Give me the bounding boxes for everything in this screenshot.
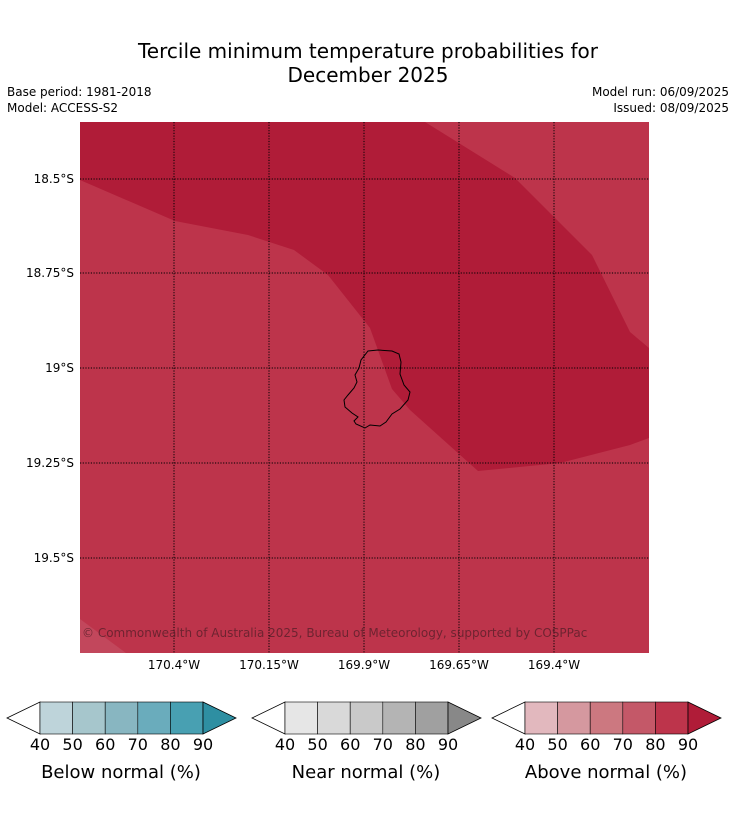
base-period: Base period: 1981-2018 xyxy=(7,85,152,99)
near-tick-70: 70 xyxy=(372,735,393,754)
lon-label-169-4: 169.4°W xyxy=(527,658,581,672)
colorbar-swatch xyxy=(284,701,318,735)
above-normal-label: Above normal (%) xyxy=(524,762,688,783)
colorbar-swatch xyxy=(589,701,624,735)
lon-label-170-15: 170.15°W xyxy=(239,658,299,672)
below-tick-60: 60 xyxy=(95,735,116,754)
meta-right: Model run: 06/09/2025 Issued: 08/09/2025 xyxy=(592,84,729,116)
copyright-notice: © Commonwealth of Australia 2025, Bureau… xyxy=(82,626,588,640)
meta-left: Base period: 1981-2018 Model: ACCESS-S2 xyxy=(7,84,152,116)
colorbar-max-arrow xyxy=(687,701,722,735)
near-tick-80: 80 xyxy=(405,735,426,754)
above-tick-40: 40 xyxy=(514,735,536,754)
below-tick-70: 70 xyxy=(127,735,148,754)
below-tick-90: 90 xyxy=(192,735,214,754)
colorbar-max-arrow xyxy=(447,701,482,735)
colorbar-swatch xyxy=(137,701,171,735)
near-tick-40: 40 xyxy=(274,735,296,754)
lower-left-corner-shade xyxy=(80,619,126,653)
map-title: Tercile minimum temperature probabilitie… xyxy=(0,39,736,87)
colorbar-max-arrow xyxy=(202,701,237,735)
near-tick-50: 50 xyxy=(307,735,328,754)
above-normal-colorbar: 40 50 60 70 80 90 Above normal (%) xyxy=(491,700,722,810)
below-normal-colorbar-swatches xyxy=(6,701,237,735)
model-name: Model: ACCESS-S2 xyxy=(7,101,119,115)
colorbar-swatch xyxy=(39,701,73,735)
above-tick-60: 60 xyxy=(580,735,601,754)
lon-label-169-65: 169.65°W xyxy=(429,658,489,672)
below-normal-label: Below normal (%) xyxy=(41,762,201,783)
colorbar-swatch xyxy=(655,701,689,735)
colorbar-swatch xyxy=(382,701,416,735)
near-normal-colorbar: 40 50 60 70 80 90 Near normal (%) xyxy=(251,700,482,810)
colorbar-min-arrow xyxy=(6,701,41,735)
lat-label-19-25: 19.25°S xyxy=(26,456,74,470)
colorbar-swatch xyxy=(72,701,106,735)
colorbar-min-arrow xyxy=(491,701,526,735)
lat-label-18-5: 18.5°S xyxy=(33,172,74,186)
graticule xyxy=(80,122,649,653)
below-tick-80: 80 xyxy=(160,735,181,754)
colorbar-swatch xyxy=(170,701,204,735)
lat-label-18-75: 18.75°S xyxy=(26,266,74,280)
model-run: Model run: 06/09/2025 xyxy=(591,85,729,99)
above-tick-70: 70 xyxy=(612,735,633,754)
colorbar-min-arrow xyxy=(251,701,286,735)
title-line-1: Tercile minimum temperature probabilitie… xyxy=(137,39,599,63)
lon-label-170-4: 170.4°W xyxy=(147,658,201,672)
colorbar-swatch xyxy=(524,701,558,735)
near-tick-60: 60 xyxy=(340,735,361,754)
lat-label-19-5: 19.5°S xyxy=(33,551,74,565)
above-tick-80: 80 xyxy=(645,735,666,754)
title-line-2: December 2025 xyxy=(287,63,449,87)
near-tick-90: 90 xyxy=(437,735,459,754)
near-normal-colorbar-swatches xyxy=(251,701,482,735)
below-tick-40: 40 xyxy=(29,735,51,754)
near-normal-label: Near normal (%) xyxy=(291,762,441,783)
colorbar-swatch xyxy=(317,701,351,735)
below-normal-colorbar: 40 50 60 70 80 90 Below normal (%) xyxy=(6,700,237,810)
colorbar-swatch xyxy=(622,701,656,735)
colorbar-swatch xyxy=(557,701,591,735)
above-normal-colorbar-swatches xyxy=(491,701,722,735)
colorbar-swatch xyxy=(349,701,384,735)
lat-label-19: 19°S xyxy=(45,361,74,375)
above-normal-80-90-region xyxy=(80,122,649,471)
colorbar-swatch xyxy=(415,701,449,735)
below-tick-50: 50 xyxy=(62,735,83,754)
issued-date: Issued: 08/09/2025 xyxy=(613,101,729,115)
lon-label-169-9: 169.9°W xyxy=(337,658,391,672)
colorbar-swatch xyxy=(104,701,139,735)
island-coastline xyxy=(343,349,411,429)
probability-map[interactable] xyxy=(80,122,649,653)
above-tick-50: 50 xyxy=(547,735,568,754)
above-tick-90: 90 xyxy=(677,735,699,754)
